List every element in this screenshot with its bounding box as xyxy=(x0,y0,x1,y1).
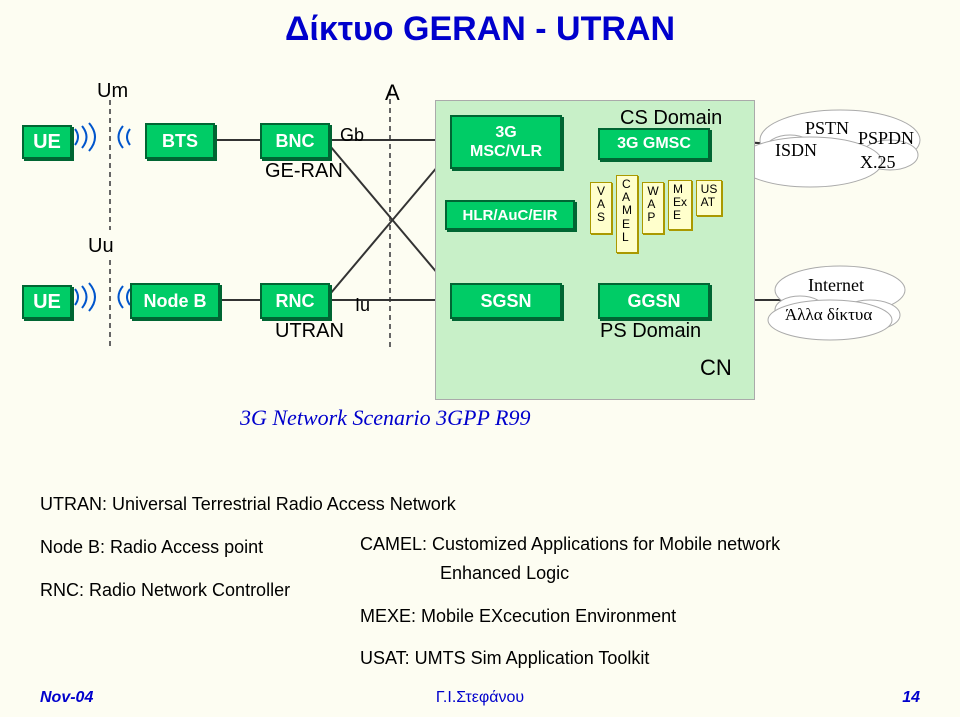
cloud-x25: X.25 xyxy=(860,152,896,173)
def-usat: USAT: UMTS Sim Application Toolkit xyxy=(360,644,780,673)
def-mexe: MEXE: Mobile EXcecution Environment xyxy=(360,602,780,631)
ue-bottom: UE xyxy=(22,285,72,319)
cloud-pspdn: PSPDN xyxy=(858,128,914,149)
def-camel1: CAMEL: Customized Applications for Mobil… xyxy=(360,530,780,559)
page-title: Δίκτυο GERAN - UTRAN xyxy=(285,10,675,49)
label-scenario: 3G Network Scenario 3GPP R99 xyxy=(240,405,530,431)
msc-vlr-box: 3G MSC/VLR xyxy=(450,115,562,169)
label-gb: Gb xyxy=(340,125,364,146)
label-cn: CN xyxy=(700,355,732,381)
ue-top: UE xyxy=(22,125,72,159)
mini-mexe: M Ex E xyxy=(668,180,692,230)
label-utran: UTRAN xyxy=(275,320,344,343)
rnc-box: RNC xyxy=(260,283,330,319)
ggsn-box: GGSN xyxy=(598,283,710,319)
cloud-pstn: PSTN xyxy=(805,118,849,139)
bts-box: BTS xyxy=(145,123,215,159)
footer-date: Nov-04 xyxy=(40,689,93,707)
footer-author: Γ.Ι.Στεφάνου xyxy=(436,689,524,707)
label-um: Um xyxy=(97,80,128,103)
def-camel2: Enhanced Logic xyxy=(360,559,780,588)
gmsc-box: 3G GMSC xyxy=(598,128,710,160)
label-a: A xyxy=(385,80,400,106)
sgsn-box: SGSN xyxy=(450,283,562,319)
definitions-right: CAMEL: Customized Applications for Mobil… xyxy=(360,530,780,673)
mini-camel: C A M E L xyxy=(616,175,638,253)
label-iu: Iu xyxy=(355,295,370,316)
mini-usat: US AT xyxy=(696,180,722,216)
hlr-box: HLR/AuC/EIR xyxy=(445,200,575,230)
bnc-box: BNC xyxy=(260,123,330,159)
cloud-other-nets: Άλλα δίκτυα xyxy=(785,305,872,325)
cloud-isdn: ISDN xyxy=(775,140,817,161)
label-cs-domain: CS Domain xyxy=(620,107,722,130)
label-geran: GE-RAN xyxy=(265,160,343,183)
footer-page: 14 xyxy=(902,689,920,707)
label-ps-domain: PS Domain xyxy=(600,320,701,343)
def-utran: UTRAN: Universal Terrestrial Radio Acces… xyxy=(40,490,456,519)
mini-vas: V A S xyxy=(590,182,612,234)
mini-wap: W A P xyxy=(642,182,664,234)
nodeb-box: Node B xyxy=(130,283,220,319)
cloud-internet: Internet xyxy=(808,275,864,296)
label-uu: Uu xyxy=(88,235,114,258)
